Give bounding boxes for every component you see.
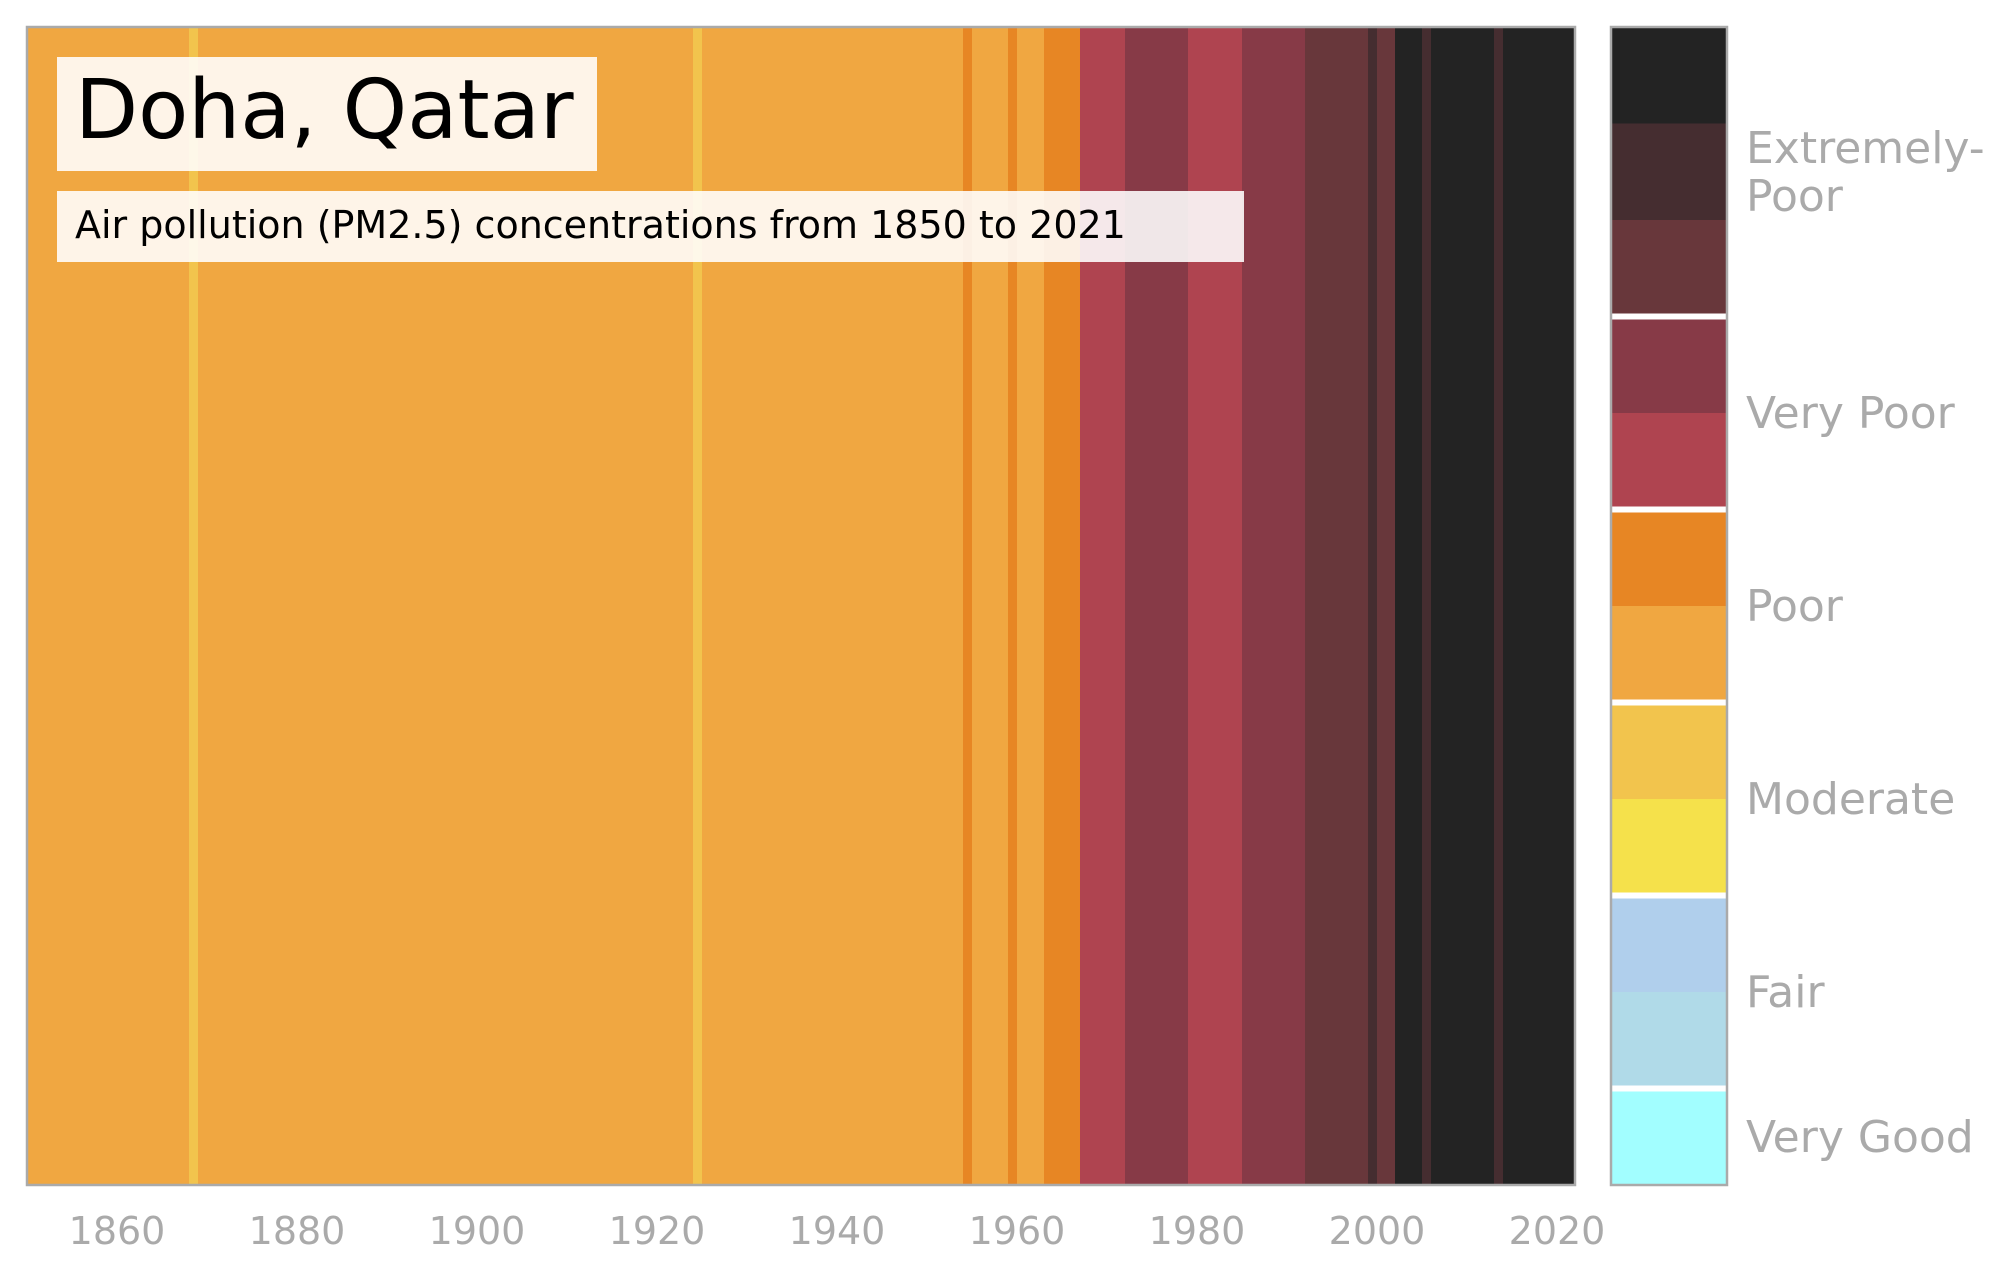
year-stripe: [1305, 27, 1369, 1185]
year-stripe: [1422, 27, 1432, 1185]
x-tick-label: 1960: [969, 1209, 1066, 1253]
legend-swatch: [1611, 702, 1727, 800]
year-stripe: [1377, 27, 1396, 1185]
legend-swatch: [1611, 316, 1727, 414]
year-stripe: [189, 27, 199, 1185]
legend-label-line: Fair: [1746, 967, 1825, 1018]
legend-label-line: Moderate: [1746, 774, 1955, 825]
legend-label-line: Poor: [1746, 171, 1844, 222]
x-tick-label: 2000: [1329, 1209, 1426, 1253]
x-tick-label: 2020: [1509, 1209, 1606, 1253]
title-box: [57, 57, 597, 171]
legend-swatch: [1611, 606, 1727, 704]
subtitle-box: [57, 191, 1244, 262]
legend-label-line: Very Good: [1746, 1112, 1974, 1163]
legend-frame: [1609, 25, 1729, 1187]
legend-swatches: [1611, 27, 1727, 1186]
chart-title: Doha, Qatar: [75, 63, 574, 158]
title-group: Doha, Qatar Air pollution (PM2.5) concen…: [57, 57, 1244, 262]
legend-label: Very Good: [1746, 1112, 1974, 1163]
legend-label: Extremely-Poor: [1746, 123, 1985, 222]
legend-separator: [1611, 699, 1727, 706]
year-stripe: [1242, 27, 1306, 1185]
year-stripe: [1008, 27, 1018, 1185]
x-axis: 1860 1880 1900 1920 1940 1960 1980 2000 2020: [69, 1209, 1606, 1253]
x-tick-label: 1880: [249, 1209, 346, 1253]
year-stripe: [1395, 27, 1423, 1185]
plot-area-frame: [25, 25, 1577, 1187]
year-stripe: [1503, 27, 1576, 1185]
legend-label: Poor: [1746, 581, 1844, 632]
legend-swatch: [1611, 895, 1727, 993]
legend-label-line: Poor: [1746, 581, 1844, 632]
legend-swatch: [1611, 1088, 1727, 1186]
year-stripe: [963, 27, 973, 1185]
legend-separator: [1611, 892, 1727, 899]
x-tick-label: 1920: [609, 1209, 706, 1253]
year-stripe: [693, 27, 703, 1185]
legend-swatch: [1611, 799, 1727, 897]
legend-label: Moderate: [1746, 774, 1955, 825]
legend-label: Fair: [1746, 967, 1825, 1018]
chart-subtitle: Air pollution (PM2.5) concentrations fro…: [75, 203, 1126, 247]
year-stripe: [1494, 27, 1504, 1185]
legend-label: Very Poor: [1746, 388, 1956, 439]
legend-separator: [1611, 1085, 1727, 1092]
legend-swatch: [1611, 220, 1727, 318]
legend-swatch: [1611, 992, 1727, 1090]
legend-swatch: [1611, 509, 1727, 607]
x-tick-label: 1940: [789, 1209, 886, 1253]
legend-separator: [1611, 506, 1727, 513]
x-tick-label: 1860: [69, 1209, 166, 1253]
legend-label-line: Very Poor: [1746, 388, 1956, 439]
year-stripe: [1431, 27, 1495, 1185]
legend-swatch: [1611, 123, 1727, 221]
legend-swatch: [1611, 27, 1727, 125]
legend-swatch: [1611, 413, 1727, 511]
x-tick-label: 1900: [429, 1209, 526, 1253]
legend-label-line: Extremely-: [1746, 123, 1985, 174]
year-stripe: [1368, 27, 1378, 1185]
legend-separator: [1611, 313, 1727, 320]
x-tick-label: 1980: [1149, 1209, 1246, 1253]
